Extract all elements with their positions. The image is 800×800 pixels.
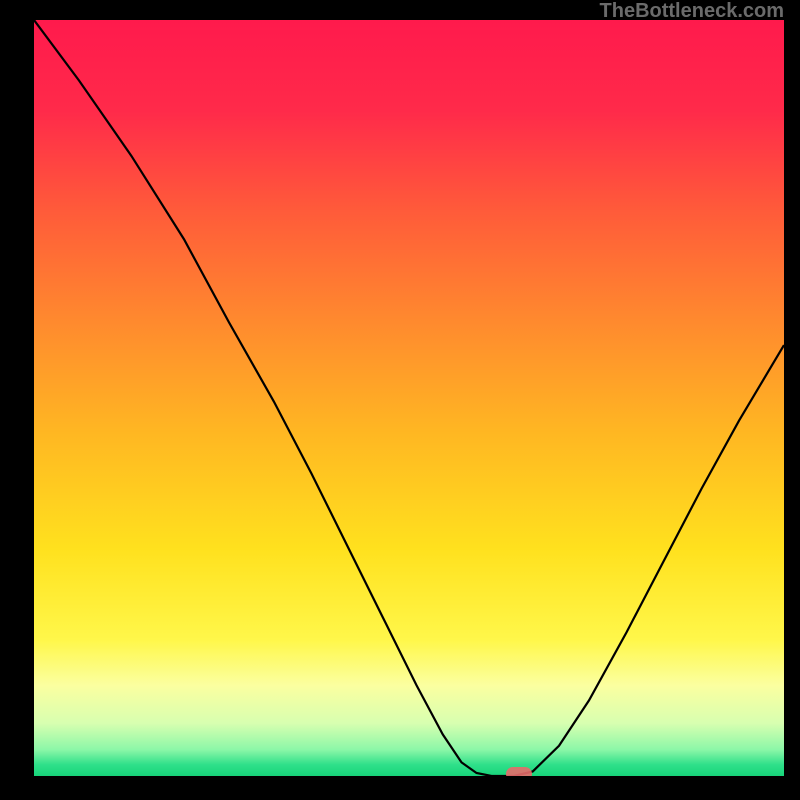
- frame-right: [784, 0, 800, 800]
- plot-area: [34, 20, 784, 776]
- optimal-marker: [506, 767, 532, 776]
- frame-left: [0, 0, 34, 800]
- frame-bottom: [0, 776, 800, 800]
- chart-stage: TheBottleneck.com: [0, 0, 800, 800]
- watermark-text: TheBottleneck.com: [600, 0, 784, 23]
- curve-svg: [34, 20, 784, 776]
- bottleneck-curve: [34, 20, 784, 776]
